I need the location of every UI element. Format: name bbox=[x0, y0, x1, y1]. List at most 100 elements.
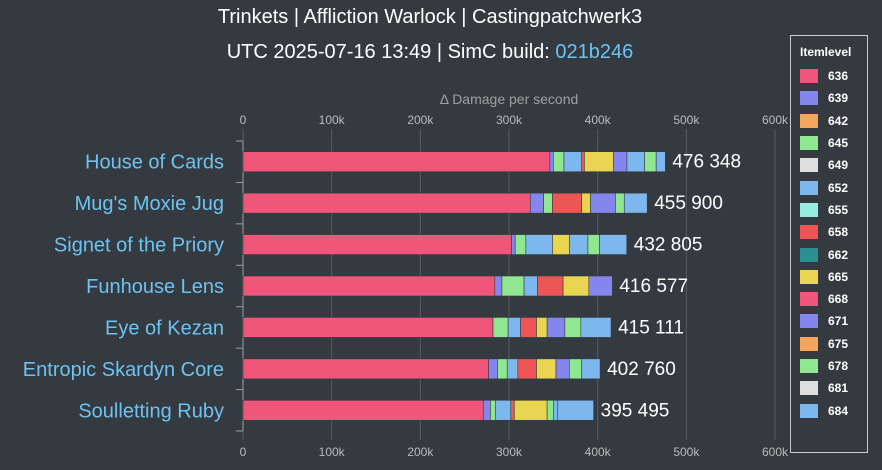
bar-segment[interactable] bbox=[552, 192, 583, 214]
legend-item[interactable]: 639 bbox=[800, 87, 867, 109]
bar-segment[interactable] bbox=[584, 151, 614, 173]
bar-segment[interactable] bbox=[242, 317, 494, 338]
bar-segment[interactable] bbox=[552, 234, 570, 255]
legend-item[interactable]: 665 bbox=[800, 266, 867, 288]
bar-segment[interactable] bbox=[587, 234, 600, 255]
bar-segment[interactable] bbox=[563, 151, 583, 173]
bar-segment[interactable] bbox=[557, 399, 594, 421]
legend-label: 678 bbox=[828, 359, 849, 373]
bar-segment[interactable] bbox=[242, 275, 496, 297]
bar-segment[interactable] bbox=[555, 358, 570, 380]
bar-segment[interactable] bbox=[510, 399, 515, 421]
bar-segment[interactable] bbox=[517, 358, 537, 380]
bar-segment[interactable] bbox=[553, 151, 565, 173]
bar-segment[interactable] bbox=[529, 192, 544, 214]
legend-swatch bbox=[800, 292, 818, 307]
legend-item[interactable]: 671 bbox=[800, 310, 867, 332]
bar-segment[interactable] bbox=[242, 358, 489, 380]
bar-segment[interactable] bbox=[581, 358, 601, 380]
legend-item[interactable]: 655 bbox=[800, 199, 867, 221]
legend-label: 639 bbox=[828, 91, 849, 106]
bar-segment[interactable] bbox=[623, 192, 648, 214]
legend-item[interactable]: 662 bbox=[800, 243, 867, 265]
bar-segment[interactable] bbox=[523, 275, 538, 297]
legend-item[interactable]: 649 bbox=[800, 154, 867, 176]
bar-segment[interactable] bbox=[568, 358, 583, 380]
bar-segment[interactable] bbox=[644, 151, 657, 173]
bar-segment[interactable] bbox=[495, 399, 512, 421]
bar-segment[interactable] bbox=[511, 234, 516, 255]
legend-item[interactable]: 645 bbox=[800, 132, 867, 154]
bar-segment[interactable] bbox=[564, 317, 582, 338]
legend-swatch bbox=[800, 69, 818, 84]
legend-item[interactable]: 681 bbox=[800, 377, 867, 399]
bar-segment[interactable] bbox=[626, 151, 645, 173]
category-label[interactable]: Entropic Skardyn Core bbox=[23, 359, 224, 381]
bar-segment[interactable] bbox=[655, 151, 666, 173]
legend-item[interactable]: 684 bbox=[800, 399, 867, 421]
legend-swatch bbox=[800, 180, 818, 195]
category-label[interactable]: Eye of Kezan bbox=[105, 317, 224, 339]
bar-segment[interactable] bbox=[581, 192, 591, 214]
legend-item[interactable]: 675 bbox=[800, 333, 867, 355]
bar-segment[interactable] bbox=[553, 399, 559, 421]
bar-segment[interactable] bbox=[494, 275, 503, 297]
legend-label: 675 bbox=[828, 336, 849, 351]
bar-segment[interactable] bbox=[482, 399, 491, 421]
bar-segment[interactable] bbox=[490, 399, 497, 421]
bar-segment[interactable] bbox=[520, 317, 537, 338]
legend-label: 652 bbox=[828, 180, 849, 195]
bar-segment[interactable] bbox=[599, 234, 628, 255]
bar-segment[interactable] bbox=[543, 192, 553, 214]
category-label[interactable]: Mug's Moxie Jug bbox=[75, 193, 224, 215]
bar-segment[interactable] bbox=[492, 317, 509, 338]
bar-segment[interactable] bbox=[546, 399, 554, 421]
bar-segment[interactable] bbox=[549, 151, 554, 173]
bar-segment[interactable] bbox=[497, 358, 508, 380]
legend-swatch bbox=[800, 403, 818, 418]
bar-segment[interactable] bbox=[613, 151, 628, 173]
bar-segment[interactable] bbox=[488, 358, 498, 380]
bar-segment[interactable] bbox=[581, 151, 585, 173]
category-label[interactable]: Signet of the Priory bbox=[54, 235, 224, 257]
bar-segment[interactable] bbox=[537, 275, 564, 297]
bar-segment[interactable] bbox=[242, 192, 531, 214]
category-label[interactable]: House of Cards bbox=[85, 152, 224, 174]
legend-label: 655 bbox=[828, 202, 849, 217]
bar-segment[interactable] bbox=[536, 317, 548, 338]
legend-label: 658 bbox=[828, 225, 849, 240]
chart-subtitle: UTC 2025-07-16 13:49 | SimC build: 021b2… bbox=[0, 41, 860, 64]
bar-segment[interactable] bbox=[588, 275, 613, 297]
legend-label: 668 bbox=[828, 292, 849, 307]
bar-segment[interactable] bbox=[514, 234, 527, 255]
category-label[interactable]: Funhouse Lens bbox=[86, 276, 224, 298]
bar-segment[interactable] bbox=[562, 275, 590, 297]
bar-segment[interactable] bbox=[242, 151, 551, 173]
bar-segment[interactable] bbox=[507, 317, 521, 338]
legend-item[interactable]: 658 bbox=[800, 221, 867, 243]
bar-segment[interactable] bbox=[568, 234, 589, 255]
x-tick-label-bottom: 100k bbox=[319, 445, 346, 459]
bar-segment[interactable] bbox=[580, 317, 612, 338]
legend-item[interactable]: 678 bbox=[800, 355, 867, 377]
legend-item[interactable]: 636 bbox=[800, 65, 867, 87]
x-axis-title: Δ Damage per second bbox=[440, 91, 579, 107]
bar-segment[interactable] bbox=[536, 358, 557, 380]
bar-segment[interactable] bbox=[590, 192, 616, 214]
category-label[interactable]: Soulletting Ruby bbox=[78, 400, 224, 422]
bar-segment[interactable] bbox=[514, 399, 548, 421]
bar-segment[interactable] bbox=[525, 234, 553, 255]
legend-item[interactable]: 652 bbox=[800, 176, 867, 198]
bar-segment[interactable] bbox=[546, 317, 566, 338]
bar-segment[interactable] bbox=[615, 192, 625, 214]
legend-item[interactable]: 668 bbox=[800, 288, 867, 310]
legend-label: 681 bbox=[828, 381, 849, 396]
bar-segment[interactable] bbox=[506, 358, 519, 380]
legend-item[interactable]: 642 bbox=[800, 110, 867, 132]
bar-segment[interactable] bbox=[242, 399, 484, 421]
bar-segment[interactable] bbox=[501, 275, 525, 297]
bar-segment[interactable] bbox=[242, 234, 512, 255]
build-link[interactable]: 021b246 bbox=[555, 41, 634, 63]
bar-total-label: 395 495 bbox=[601, 400, 670, 421]
x-tick-label-top: 400k bbox=[585, 113, 612, 127]
